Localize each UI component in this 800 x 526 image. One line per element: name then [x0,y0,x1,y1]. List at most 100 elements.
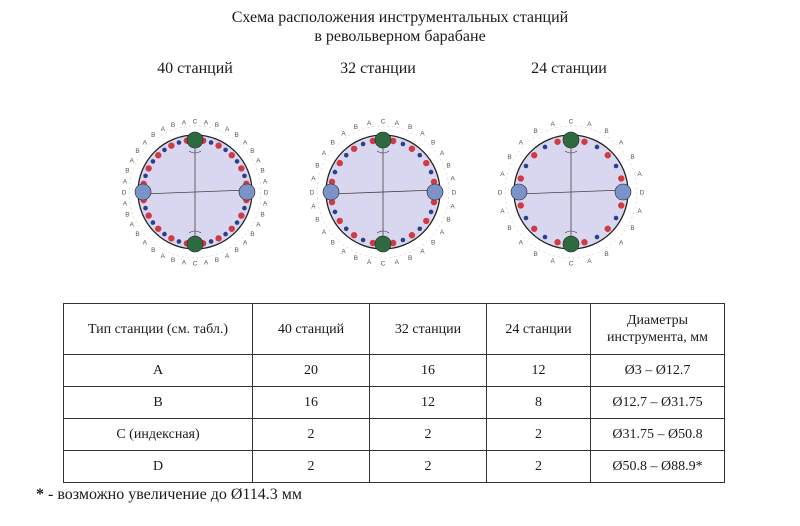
ring-letter: B [250,231,254,238]
ring-letter: A [225,126,230,133]
station-b [162,231,167,237]
rotation-arrow [564,150,578,154]
cell-40: 20 [252,354,370,387]
ring-letter: B [135,231,139,238]
station-a [369,137,377,145]
cell-diameter: Ø3 – Ø12.7 [590,354,725,387]
ring-letter: A [182,260,187,267]
station-a [581,239,588,246]
station-d [510,183,528,201]
station-a [517,202,524,209]
station-c [562,131,580,149]
ring-letter: B [604,251,608,258]
rotation-arrow [376,150,390,154]
station-a [430,198,438,206]
station-b [208,140,214,145]
ring-letter: C [193,261,198,268]
station-b [594,234,600,240]
header-diameters: Диаметры инструмента, мм [590,303,725,355]
ring-letter: B [431,139,435,146]
station-b [360,141,366,147]
ring-letter: A [341,249,346,256]
station-c [562,235,580,253]
outer-guide-ring [128,125,262,259]
ring-letter: A [143,139,148,146]
ring-letter: A [322,150,327,157]
station-a [155,152,162,159]
ring-letter: A [243,240,248,247]
ring-letter: A [243,139,248,146]
station-a [531,225,538,232]
ring-letter: A [161,253,166,260]
diagram-label-40: 40 станций [157,60,233,77]
station-b [150,220,156,225]
outer-guide-ring [504,125,638,259]
ring-letter: B [171,257,175,264]
ring-letter: B [408,255,412,262]
station-b [343,226,349,232]
header-32: 32 станции [369,303,487,355]
cell-32: 2 [369,418,487,451]
table-row: B 16 12 8 Ø12.7 – Ø31.75 [63,386,725,419]
rotation-arrow [188,150,202,154]
ring-letter: B [171,122,175,129]
station-a [604,152,611,159]
ring-letter: A [450,203,455,210]
table-row: A 20 16 12 Ø3 – Ø12.7 [63,354,725,387]
ring-letter: A [395,120,400,127]
ring-letter: B [354,124,358,131]
station-b [176,239,182,244]
station-a [238,165,245,172]
ring-letter: A [123,178,128,185]
station-b [150,159,156,164]
cell-diameter: Ø12.7 – Ø31.75 [590,386,725,419]
station-b [143,205,148,211]
ring-letter: B [125,211,129,218]
station-a [228,152,235,159]
cell-diameter: Ø50.8 – Ø88.9* [590,450,725,483]
rotation-arrow [376,230,390,234]
station-a [554,138,561,145]
station-c [374,131,392,149]
station-b [428,209,434,215]
station-a [238,212,245,219]
station-b [360,237,366,243]
station-spec-table: Тип станции (см. табл.) 40 станций 32 ст… [63,303,725,483]
ring-letter: D [310,190,315,197]
ring-letter: A [204,119,209,126]
ring-letter: A [519,240,524,247]
ring-letter: C [569,261,574,268]
ring-letter: A [311,203,316,210]
header-station-type: Тип станции (см. табл.) [63,303,253,355]
ring-letter: A [587,121,592,128]
station-a [531,152,538,159]
ring-letter: D [640,190,645,197]
diagram-label-24: 24 станции [531,60,607,77]
station-a [155,225,162,232]
ring-letter: D [452,190,457,197]
station-a [554,239,561,246]
station-a [423,159,430,167]
ring-letter: B [630,154,634,161]
ring-letter: B [431,240,435,247]
station-b [208,239,214,244]
station-d [134,183,152,201]
cell-type: D [63,450,253,483]
title-line-2: в револьверном барабане [314,28,486,45]
table-row: D 2 2 2 Ø50.8 – Ø88.9* [63,450,725,483]
ring-letter: A [256,222,261,229]
station-d [322,183,340,201]
header-40: 40 станций [252,303,370,355]
station-b [542,144,548,150]
station-a [215,142,222,149]
ring-letter: B [260,211,264,218]
cell-40: 2 [252,450,370,483]
station-b [162,147,167,153]
ring-letter: B [260,168,264,175]
ring-letter: A [130,157,135,164]
ring-letter: B [533,251,537,258]
station-a [423,217,430,225]
title-line-1: Схема расположения инструментальных стан… [231,9,569,26]
cell-24: 12 [486,354,591,387]
